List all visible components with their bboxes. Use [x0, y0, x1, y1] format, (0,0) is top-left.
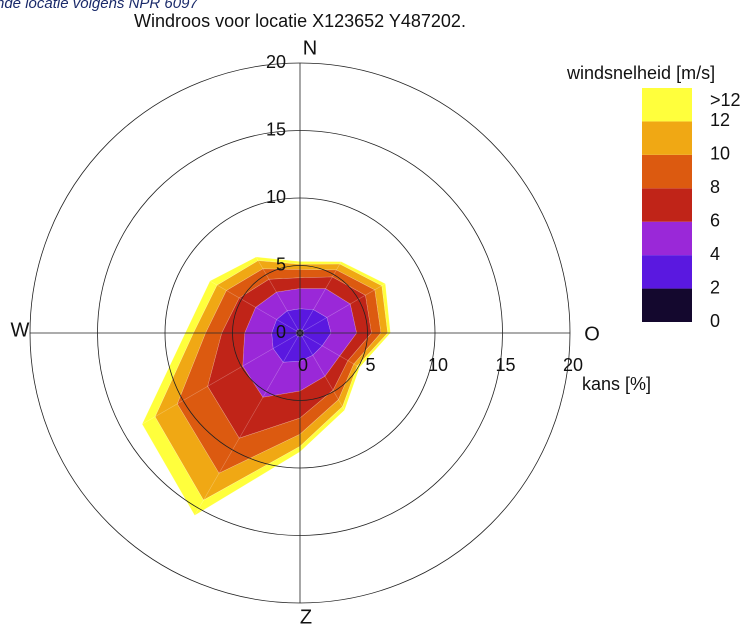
r-tick-label: 20	[563, 355, 583, 375]
colorbar-tick-label: 2	[710, 277, 720, 297]
r-tick-label: 15	[495, 355, 515, 375]
spoke	[194, 332, 301, 516]
colorbar-segment	[642, 88, 692, 122]
r-tick-label: 5	[276, 254, 286, 274]
r-tick-label: 0	[298, 355, 308, 375]
colorbar-tick-label: 0	[710, 311, 720, 331]
spoke	[299, 332, 360, 368]
spoke	[255, 256, 301, 334]
compass-label: W	[11, 319, 30, 341]
colorbar-segment	[642, 221, 692, 256]
spoke	[299, 332, 345, 411]
spoke	[142, 332, 301, 425]
r-tick-label: 10	[428, 355, 448, 375]
r-tick-label: 0	[276, 322, 286, 342]
r-tick-label: 10	[266, 187, 286, 207]
colorbar-tick-label: >12	[710, 90, 741, 110]
colorbar-tick-label: 12	[710, 110, 730, 130]
colorbar-tick-label: 8	[710, 177, 720, 197]
r-tick-label: 5	[365, 355, 375, 375]
colorbar-tick-label: 6	[710, 210, 720, 230]
compass-label: Z	[300, 606, 312, 626]
spoke	[299, 261, 342, 334]
colorbar-title: windsnelheid [m/s]	[566, 63, 715, 83]
colorbar-tick-label: 10	[710, 144, 730, 164]
r-tick-label: 20	[266, 52, 286, 72]
colorbar-segment	[642, 188, 692, 222]
compass-label: O	[584, 323, 600, 345]
radial-axis-label: kans [%]	[582, 374, 651, 394]
spoke	[299, 283, 386, 334]
colorbar-segment	[642, 255, 692, 289]
chart-title: Windroos voor locatie X123652 Y487202.	[134, 11, 466, 31]
compass-label: N	[303, 37, 317, 59]
colorbar-segment	[642, 154, 692, 189]
colorbar-segment	[642, 288, 692, 322]
page-note: nde locatie volgens NPR 6097	[0, 0, 198, 12]
r-tick-label: 15	[266, 119, 286, 139]
colorbar-tick-label: 4	[710, 244, 720, 264]
colorbar-segment	[642, 121, 692, 155]
spoke	[209, 280, 301, 334]
